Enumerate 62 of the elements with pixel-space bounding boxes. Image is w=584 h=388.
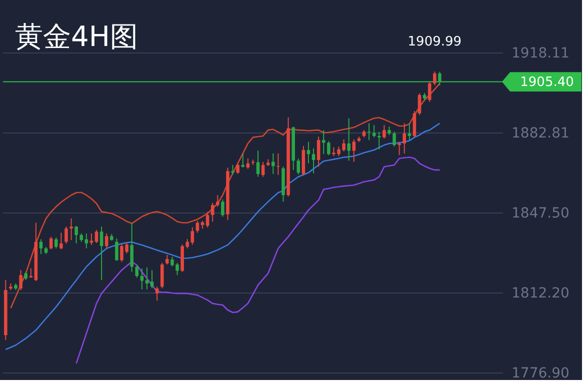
candlestick (100, 226, 104, 281)
candlestick (135, 264, 139, 278)
candlestick (206, 211, 210, 228)
candlestick (150, 270, 154, 289)
candlestick (19, 270, 22, 291)
candlestick (392, 131, 396, 148)
candlestick (352, 138, 356, 162)
candlestick (145, 266, 149, 290)
candlestick (276, 152, 280, 176)
candlestick (54, 236, 58, 249)
candlestick (94, 230, 98, 244)
candlestick (322, 130, 326, 155)
candlestick (312, 148, 316, 174)
annotation: 1909.99 (408, 34, 462, 50)
candlestick (402, 122, 406, 154)
candlestick (316, 136, 320, 168)
y-tick-label: 1918.11 (512, 46, 570, 62)
candlestick (418, 92, 422, 116)
y-tick-label: 1882.81 (512, 125, 570, 142)
candlestick (438, 71, 442, 86)
candlestick (190, 226, 194, 246)
candlestick (398, 141, 401, 156)
candlestick (74, 225, 78, 244)
candlestick (367, 122, 371, 141)
candlestick (231, 164, 234, 175)
candlestick (327, 140, 330, 156)
candlestick (412, 110, 416, 138)
candlestick (166, 254, 169, 265)
ref-line-label: 1905.40 (520, 74, 574, 90)
candlestick (140, 268, 144, 290)
line-series (5, 122, 440, 350)
candlestick (428, 81, 432, 102)
candlestick (64, 226, 68, 244)
candlestick (377, 131, 381, 150)
candlestick (130, 222, 134, 272)
candlestick (60, 232, 63, 250)
candlestick (29, 268, 33, 278)
candlestick (104, 232, 108, 248)
candlestick (433, 70, 436, 86)
line-series (10, 82, 440, 309)
candlestick (236, 162, 240, 174)
candlestick (261, 162, 265, 178)
candlestick (241, 152, 245, 168)
candlestick (272, 152, 275, 175)
candlestick (155, 286, 159, 302)
candlestick (160, 262, 164, 289)
y-tick-label: 1812.20 (512, 286, 570, 302)
candlestick (221, 198, 224, 218)
candlestick (296, 158, 300, 175)
y-tick-label: 1847.50 (512, 206, 570, 222)
text: 黄金4H图 (15, 20, 138, 53)
y-tick-label: 1776.90 (512, 366, 570, 382)
candlestick (408, 122, 412, 141)
candlestick (347, 118, 350, 162)
candlestick (49, 236, 53, 250)
candlestick (210, 202, 214, 222)
candlestick (216, 194, 220, 208)
candlestick (70, 218, 73, 240)
candlestick (382, 124, 386, 139)
candlestick (39, 238, 43, 255)
line-series (76, 156, 440, 364)
candlestick (115, 238, 118, 262)
